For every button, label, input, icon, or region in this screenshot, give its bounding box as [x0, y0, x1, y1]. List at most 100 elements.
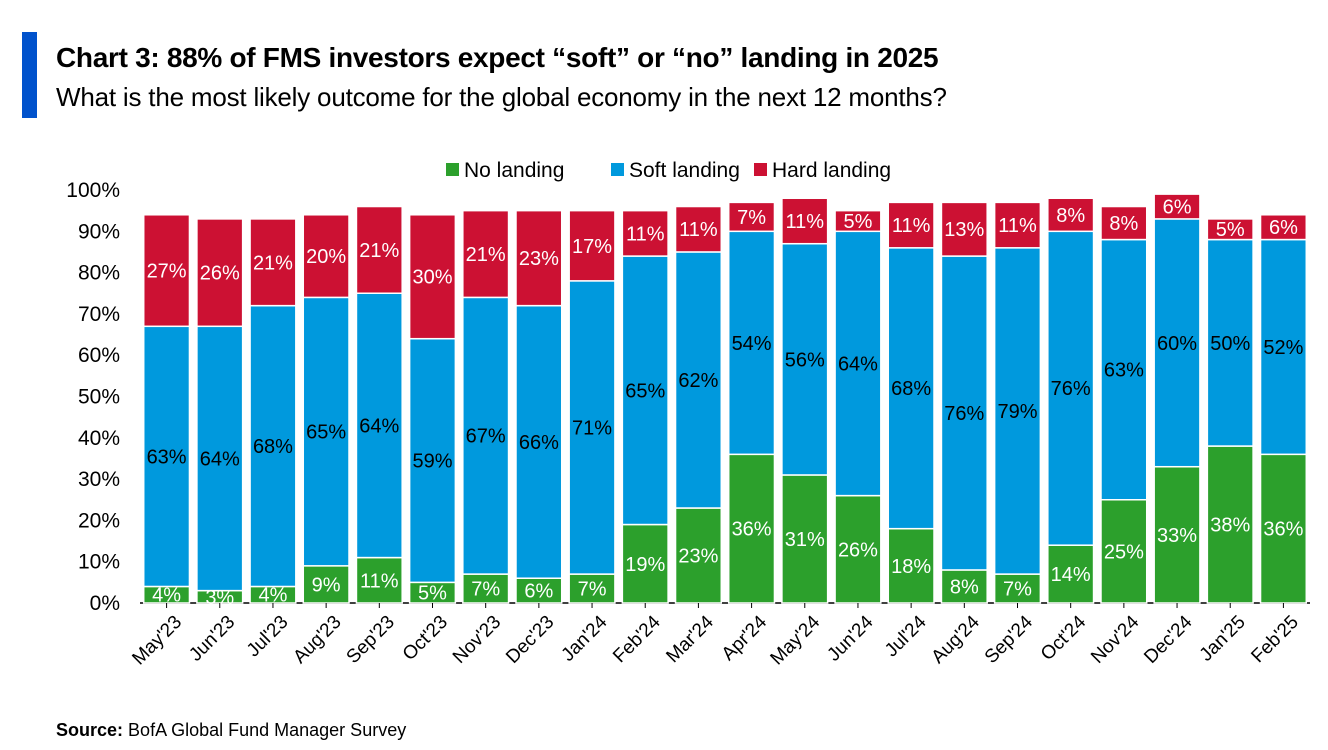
data-label: 11% [679, 219, 718, 241]
data-label: 8% [1109, 213, 1138, 235]
bar-segment-no-landing [887, 527, 935, 604]
bar-segment-hard-landing [462, 209, 510, 299]
data-label: 19% [625, 554, 665, 576]
bar-segment-no-landing [727, 453, 776, 604]
bar-segment-soft-landing [408, 337, 457, 584]
legend-label: No landing [464, 159, 564, 182]
legend-swatch [754, 163, 767, 176]
bar-segment-hard-landing [621, 209, 669, 257]
data-label: 79% [997, 401, 1037, 423]
x-tick-label: Jul'23 [243, 612, 293, 662]
x-tick-label: May'23 [128, 612, 186, 670]
data-label: 33% [1157, 525, 1197, 547]
data-label: 38% [1210, 515, 1250, 537]
bar-segment-soft-landing [887, 247, 935, 530]
bar-segment-hard-landing [408, 214, 457, 340]
data-label: 23% [678, 546, 718, 568]
data-label: 76% [1051, 378, 1091, 400]
data-label: 68% [253, 436, 293, 458]
data-label: 7% [737, 207, 766, 229]
bar-segment-hard-landing [993, 201, 1042, 249]
source-text: BofA Global Fund Manager Survey [128, 720, 407, 740]
data-label: 25% [1104, 541, 1144, 563]
bar-segment-soft-landing [196, 325, 244, 592]
data-label: 13% [944, 219, 984, 241]
bar-segment-soft-landing [142, 325, 191, 588]
x-tick-label: Jan'24 [558, 611, 612, 665]
data-label: 6% [1269, 217, 1298, 239]
data-label: 64% [200, 448, 240, 470]
data-label: 5% [844, 211, 873, 233]
data-label: 20% [306, 246, 346, 268]
data-label: 17% [572, 236, 612, 258]
y-tick-label: 10% [78, 551, 120, 574]
data-label: 26% [200, 263, 240, 285]
data-label: 9% [312, 574, 341, 596]
data-label: 21% [466, 244, 506, 266]
bar-segment-soft-landing [515, 304, 563, 579]
x-tick-label: Dec'24 [1140, 611, 1197, 668]
data-label: 60% [1157, 333, 1197, 355]
data-label: 52% [1263, 337, 1303, 359]
data-label: 50% [1210, 333, 1250, 355]
bar-segment-soft-landing [1259, 238, 1308, 456]
bar-segment-no-landing [1153, 465, 1201, 604]
bar-segment-soft-landing [355, 292, 403, 559]
x-tick-label: Feb'24 [609, 611, 665, 667]
data-label: 64% [838, 353, 878, 375]
data-label: 63% [1104, 360, 1144, 382]
y-tick-label: 50% [78, 386, 120, 409]
data-label: 56% [785, 349, 825, 371]
data-label: 59% [412, 451, 452, 473]
y-tick-label: 80% [78, 262, 120, 285]
bar-segment-soft-landing [834, 230, 882, 497]
y-tick-label: 0% [90, 592, 120, 615]
y-tick-label: 70% [78, 303, 120, 326]
x-tick-label: Jan'25 [1196, 612, 1250, 666]
bar-segment-soft-landing [993, 247, 1042, 575]
data-label: 8% [950, 576, 979, 598]
data-label: 36% [1263, 519, 1303, 541]
data-label: 21% [359, 240, 399, 262]
data-label: 7% [1003, 579, 1032, 601]
y-tick-label: 60% [78, 344, 120, 367]
data-label: 8% [1056, 205, 1085, 227]
x-tick-label: Jul'24 [881, 611, 931, 661]
data-label: 18% [891, 556, 931, 578]
y-tick-label: 90% [78, 220, 120, 243]
data-label: 11% [892, 215, 931, 237]
bar-segment-soft-landing [568, 280, 616, 575]
x-tick-label: Aug'23 [289, 612, 345, 668]
data-label: 76% [944, 403, 984, 425]
chart-subtitle: What is the most likely outcome for the … [56, 82, 947, 112]
bar-segment-soft-landing [621, 255, 669, 526]
data-label: 23% [519, 248, 559, 270]
bar-segment-hard-landing [568, 209, 616, 282]
bar-segment-hard-landing [302, 214, 350, 299]
y-tick-label: 40% [78, 427, 120, 450]
chart-title: Chart 3: 88% of FMS investors expect “so… [56, 42, 939, 73]
data-label: 3% [205, 587, 234, 609]
data-label: 11% [360, 570, 399, 592]
bar-segment-hard-landing [1206, 218, 1254, 241]
chart-legend: No landing Soft landing Hard landing [446, 159, 891, 182]
data-label: 54% [732, 333, 772, 355]
bar-segment-hard-landing [249, 218, 297, 307]
stacked-bar-chart: No landing Soft landing Hard landing 0% 10%… [66, 159, 1310, 670]
data-label: 6% [1163, 197, 1192, 219]
bar-segment-soft-landing [1100, 238, 1148, 501]
bar-segment-no-landing [1259, 453, 1308, 604]
x-tick-label: Jun'24 [823, 611, 877, 665]
data-label: 6% [524, 581, 553, 603]
title-accent-bar [22, 32, 37, 118]
data-label: 64% [359, 415, 399, 437]
x-tick-label: May'24 [767, 611, 825, 669]
data-label: 5% [418, 583, 447, 605]
data-label: 21% [253, 252, 293, 274]
x-tick-label: Sep'23 [343, 612, 399, 668]
bar-segment-hard-landing [781, 197, 829, 245]
bar-segment-soft-landing [249, 304, 297, 588]
data-label: 27% [147, 261, 187, 283]
bar-segment-no-landing [1100, 499, 1148, 604]
data-label: 4% [259, 585, 288, 607]
